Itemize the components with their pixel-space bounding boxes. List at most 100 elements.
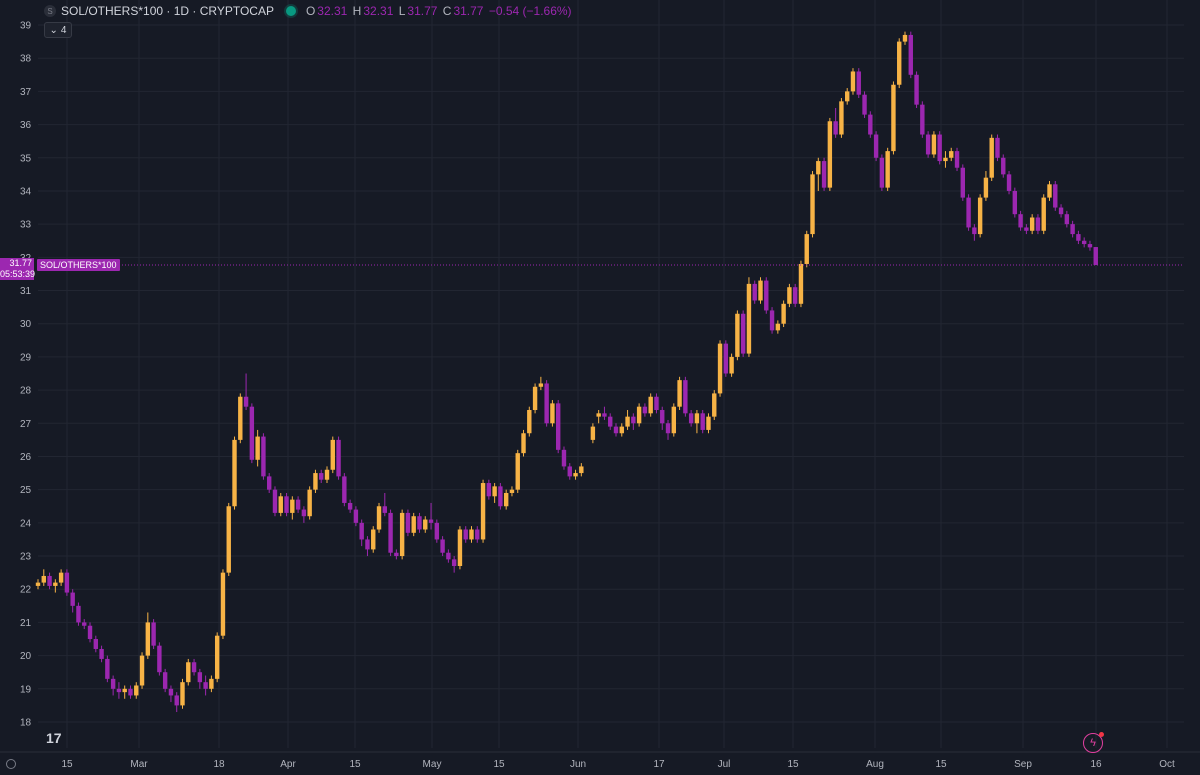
gear-icon[interactable] bbox=[6, 759, 16, 769]
candle-body bbox=[579, 466, 584, 474]
candle-body bbox=[226, 506, 231, 573]
bar-countdown: 05:53:39 bbox=[0, 269, 36, 279]
candle-body bbox=[87, 625, 93, 640]
candle-body bbox=[162, 672, 168, 689]
candle-body bbox=[220, 572, 226, 636]
candle-body bbox=[82, 622, 87, 626]
candle-body bbox=[677, 380, 682, 407]
candle-body bbox=[295, 499, 301, 510]
y-axis-ticks: 1819202122232425262728293031323334353637… bbox=[20, 21, 32, 729]
candle-body bbox=[740, 313, 746, 354]
x-tick-label: Aug bbox=[866, 759, 884, 770]
candle-body bbox=[798, 263, 804, 304]
candle-body bbox=[238, 396, 243, 440]
candle-body bbox=[654, 396, 659, 411]
candle-body bbox=[394, 552, 399, 557]
tradingview-logo-icon[interactable]: 17 bbox=[46, 730, 62, 746]
series-label-tag: SOL/OTHERS*100 bbox=[37, 259, 120, 271]
candle-body bbox=[717, 343, 723, 394]
candle-body bbox=[937, 134, 942, 162]
lightning-icon[interactable]: ϟ bbox=[1083, 732, 1104, 753]
candle-body bbox=[475, 529, 480, 540]
candle-body bbox=[683, 380, 688, 414]
candle-body bbox=[1001, 157, 1006, 175]
symbol-title[interactable]: SOL/OTHERS*100 · 1D · CRYPTOCAP bbox=[61, 4, 274, 18]
candle-body bbox=[764, 280, 769, 311]
x-tick-label: 15 bbox=[61, 759, 73, 770]
candle-body bbox=[925, 134, 931, 155]
x-tick-label: Jun bbox=[570, 759, 586, 770]
y-tick-label: 23 bbox=[20, 552, 32, 563]
candle-body bbox=[706, 416, 711, 430]
candle-body bbox=[775, 323, 781, 331]
collapse-indicators-button[interactable]: ⌄ 4 bbox=[44, 22, 72, 38]
candle-body bbox=[70, 592, 75, 606]
candle-body bbox=[290, 499, 295, 513]
candle-body bbox=[631, 416, 636, 424]
candle-body bbox=[908, 34, 913, 75]
open-value: 32.31 bbox=[317, 4, 348, 18]
candle-body bbox=[249, 406, 255, 460]
candle-body bbox=[457, 529, 463, 567]
candle-body bbox=[214, 635, 220, 679]
candle-body bbox=[336, 439, 341, 477]
candle-body bbox=[1035, 217, 1041, 231]
high-value: 32.31 bbox=[363, 4, 394, 18]
candle-body bbox=[625, 416, 630, 427]
candle-body bbox=[498, 486, 503, 507]
candle-body bbox=[272, 489, 278, 513]
candle-body bbox=[839, 101, 844, 135]
candle-body bbox=[538, 383, 544, 387]
candle-body bbox=[145, 622, 151, 656]
candle-body bbox=[76, 605, 81, 623]
candle-body bbox=[821, 161, 827, 188]
candle-body bbox=[515, 453, 520, 490]
candle-body bbox=[550, 403, 555, 424]
candle-body bbox=[873, 134, 879, 158]
candle-body bbox=[845, 91, 850, 102]
candle-body bbox=[434, 522, 440, 540]
candle-body bbox=[561, 449, 567, 467]
candle-body bbox=[1087, 244, 1093, 248]
candle-body bbox=[480, 483, 486, 540]
candle-body bbox=[411, 516, 416, 533]
candle-body bbox=[324, 469, 330, 480]
candle-body bbox=[116, 688, 122, 693]
y-tick-label: 36 bbox=[20, 120, 32, 131]
candle-body bbox=[503, 492, 509, 507]
candle-body bbox=[1041, 197, 1046, 231]
candle-body bbox=[1058, 207, 1064, 215]
candle-body bbox=[613, 426, 619, 434]
candle-body bbox=[619, 426, 624, 434]
candle-body bbox=[347, 502, 353, 510]
candles-group bbox=[35, 31, 1098, 713]
candle-body bbox=[868, 114, 873, 135]
candle-body bbox=[1081, 240, 1087, 245]
candle-body bbox=[509, 489, 515, 493]
candle-body bbox=[388, 512, 393, 553]
x-tick-label: 15 bbox=[935, 759, 947, 770]
candle-body bbox=[1006, 174, 1012, 191]
x-axis-ticks: 15 Mar 18 Apr 15 May 15 Jun 17 Jul 15 Aug 15 Sep 16 Oct bbox=[0, 751, 1200, 770]
candle-body bbox=[989, 137, 994, 178]
candle-body bbox=[191, 662, 197, 673]
candle-body bbox=[729, 356, 734, 374]
candle-body bbox=[862, 94, 867, 115]
candle-body bbox=[833, 121, 838, 135]
candle-body bbox=[376, 506, 382, 530]
x-tick-label: 15 bbox=[787, 759, 799, 770]
x-tick-label: May bbox=[423, 759, 442, 770]
candle-body bbox=[1076, 234, 1081, 241]
candle-body bbox=[353, 509, 359, 523]
chevron-down-icon: ⌄ bbox=[49, 24, 58, 36]
candle-body bbox=[197, 672, 203, 683]
candle-body bbox=[93, 639, 98, 649]
candle-body bbox=[671, 406, 676, 434]
low-value: 31.77 bbox=[407, 4, 438, 18]
y-tick-label: 31 bbox=[20, 286, 32, 297]
chart-legend-header[interactable]: S SOL/OTHERS*100 · 1D · CRYPTOCAP O 32.31… bbox=[44, 4, 574, 18]
candle-body bbox=[567, 466, 572, 477]
change-value: −0.54 (−1.66%) bbox=[488, 4, 572, 18]
candle-body bbox=[342, 476, 347, 503]
